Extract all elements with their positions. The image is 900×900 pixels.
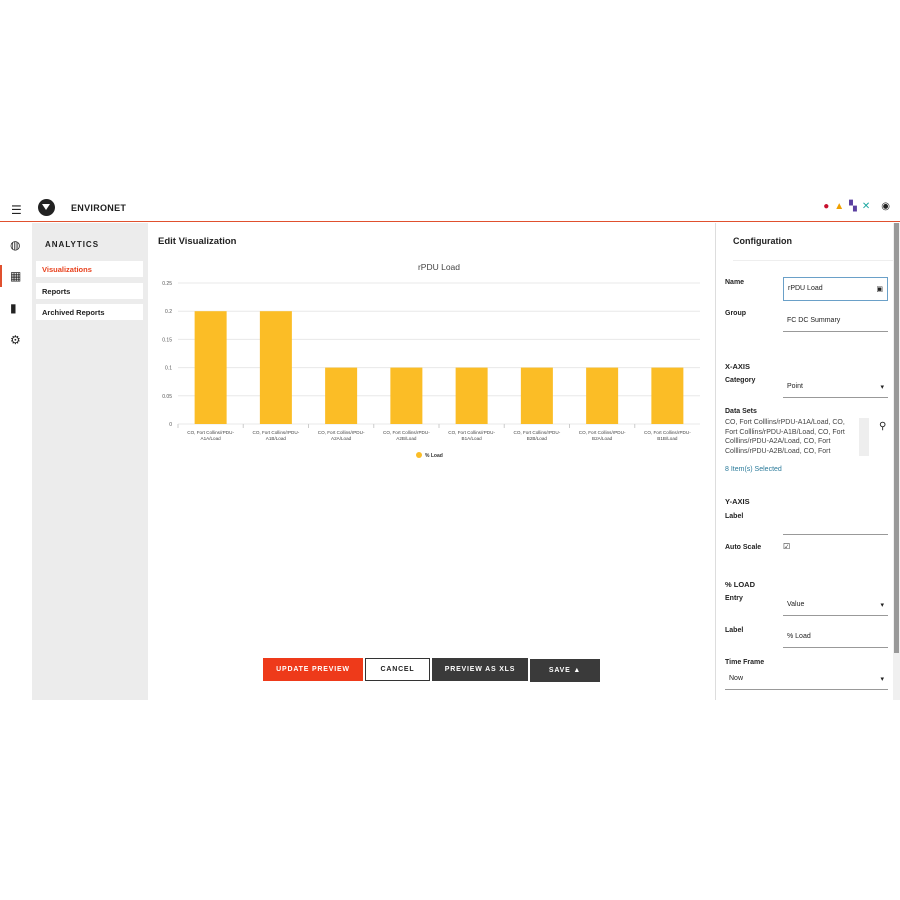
- yaxis-heading: Y-AXIS: [725, 497, 750, 506]
- chart-title: rPDU Load: [418, 262, 460, 272]
- sidebar-item-reports[interactable]: Reports: [36, 283, 143, 299]
- chevron-down-icon: ▾: [880, 602, 884, 609]
- bar: [455, 367, 488, 424]
- x-tick-label: CO, Fort Collins/rPDU-: [448, 430, 495, 435]
- device-icon[interactable]: ▮: [10, 301, 17, 315]
- chart: rPDU Load 0 0.05 0.1 0.15 0.2 0.25 CO, Fort Col…: [162, 262, 700, 459]
- bar: [194, 311, 227, 424]
- update-preview-button[interactable]: UPDATE PREVIEW: [263, 658, 363, 681]
- entry-value: Value: [787, 601, 805, 608]
- bar: [390, 367, 423, 424]
- app-title: ENVIRONET: [71, 203, 127, 213]
- cancel-button[interactable]: CANCEL: [365, 658, 430, 681]
- gear-icon[interactable]: ⚙: [10, 333, 21, 347]
- x-tick-label-line2: A1A/Load: [201, 436, 222, 441]
- legend-label: % Load: [425, 453, 443, 459]
- sidebar-title: ANALYTICS: [45, 240, 100, 249]
- y-tick-label: 0.05: [162, 394, 172, 400]
- bar: [259, 311, 292, 424]
- x-tick-label-line2: A2B/Load: [396, 436, 417, 441]
- timeframe-label: Time Frame: [725, 659, 765, 666]
- bar: [586, 367, 619, 424]
- name-label: Name: [725, 279, 745, 286]
- x-tick-label-line2: B2A/Load: [592, 436, 613, 441]
- network-icon[interactable]: ▚: [849, 201, 857, 212]
- group-label: Group: [725, 310, 746, 317]
- save-label: SAVE: [548, 667, 571, 674]
- caret-up-icon: ▲: [573, 667, 582, 674]
- name-input[interactable]: rPDU Load ▣: [783, 277, 888, 301]
- group-input[interactable]: FC DC Summary: [783, 308, 888, 332]
- selected-count-link[interactable]: 8 Item(s) Selected: [725, 466, 782, 473]
- y-tick-label: 0.2: [165, 309, 172, 315]
- analytics-icon[interactable]: ▦: [10, 269, 22, 283]
- y-tick-label: 0.1: [165, 366, 172, 372]
- category-label: Category: [725, 377, 756, 384]
- sidebar-item-visualizations[interactable]: Visualizations: [36, 261, 143, 277]
- logo: [38, 199, 55, 216]
- page-title: Edit Visualization: [158, 236, 237, 247]
- y-tick-label: 0: [169, 422, 172, 428]
- x-tick-label: CO, Fort Collins/rPDU-: [579, 430, 626, 435]
- tools-icon[interactable]: ✕: [861, 201, 871, 212]
- x-tick-label-line2: B2B/Load: [527, 436, 548, 441]
- icon-rail: ◍ ▦ ▮ ⚙: [0, 223, 32, 700]
- bar: [520, 367, 553, 424]
- main-panel: Edit Visualization rPDU Load 0 0.05 0.1 0.15…: [148, 223, 715, 700]
- x-tick-label-line2: B1B/Load: [657, 436, 678, 441]
- chevron-down-icon: ▾: [880, 384, 884, 391]
- load-heading: % LOAD: [725, 580, 755, 589]
- entry-label: Entry: [725, 595, 743, 602]
- bar: [325, 367, 358, 424]
- x-tick-label-line2: B1A/Load: [462, 436, 483, 441]
- sidebar-item-archived-reports[interactable]: Archived Reports: [36, 304, 143, 320]
- entry-select[interactable]: Value ▾: [783, 592, 888, 616]
- timeframe-select[interactable]: Now ▾: [725, 666, 888, 690]
- label-input[interactable]: % Load: [783, 624, 888, 648]
- datasets-textarea[interactable]: CO, Fort Colllins/rPDU-A1A/Load, CO, For…: [725, 419, 845, 455]
- autoscale-checkbox[interactable]: ☑: [783, 542, 791, 551]
- y-tick-label: 0.15: [162, 337, 172, 343]
- x-tick-label: CO, Fort Collins/rPDU-: [253, 430, 300, 435]
- configuration-panel: Configuration Name rPDU Load ▣ Group FC D…: [715, 223, 893, 700]
- name-value: rPDU Load: [788, 285, 823, 292]
- category-select[interactable]: Point ▾: [783, 374, 888, 398]
- sidebar: ANALYTICS Visualizations Reports Archive…: [32, 223, 148, 700]
- alert-critical-icon[interactable]: ●: [823, 201, 830, 212]
- field-icon: ▣: [876, 286, 883, 293]
- y-tick-label: 0.25: [162, 281, 172, 287]
- preview-xls-button[interactable]: PREVIEW AS XLS: [432, 658, 528, 681]
- save-button[interactable]: SAVE ▲: [530, 659, 600, 682]
- x-tick-label-line2: A2A/Load: [331, 436, 352, 441]
- top-bar: ☰ ENVIRONET ● ▲ ▚ ✕ ◉: [0, 195, 900, 222]
- bar: [651, 367, 684, 424]
- x-tick-label: CO, Fort Collins/rPDU-: [644, 430, 691, 435]
- legend-marker: [416, 452, 422, 458]
- timeframe-value: Now: [729, 675, 744, 682]
- globe-icon[interactable]: ◍: [10, 238, 21, 252]
- x-tick-label: CO, Fort Collins/rPDU-: [383, 430, 430, 435]
- autoscale-label: Auto Scale: [725, 544, 762, 551]
- warning-icon[interactable]: ▲: [834, 201, 845, 212]
- datasets-label: Data Sets: [725, 408, 757, 415]
- x-tick-label: CO, Fort Collins/rPDU-: [318, 430, 365, 435]
- config-title: Configuration: [733, 236, 893, 261]
- x-tick-label-line2: A1B/Load: [266, 436, 287, 441]
- ylabel-label: Label: [725, 513, 744, 520]
- textarea-scrollbar[interactable]: [859, 418, 869, 456]
- x-tick-label: CO, Fort Collins/rPDU-: [187, 430, 234, 435]
- label-label: Label: [725, 627, 744, 634]
- ylabel-input[interactable]: [783, 511, 888, 535]
- x-tick-label: CO, Fort Collins/rPDU-: [514, 430, 561, 435]
- category-value: Point: [787, 383, 803, 390]
- menu-icon[interactable]: ☰: [11, 203, 22, 217]
- search-icon[interactable]: ⚲: [879, 421, 887, 432]
- user-icon[interactable]: ◉: [881, 201, 890, 212]
- chevron-down-icon: ▾: [880, 676, 884, 683]
- xaxis-heading: X-AXIS: [725, 362, 751, 371]
- page-scrollbar[interactable]: [893, 223, 900, 700]
